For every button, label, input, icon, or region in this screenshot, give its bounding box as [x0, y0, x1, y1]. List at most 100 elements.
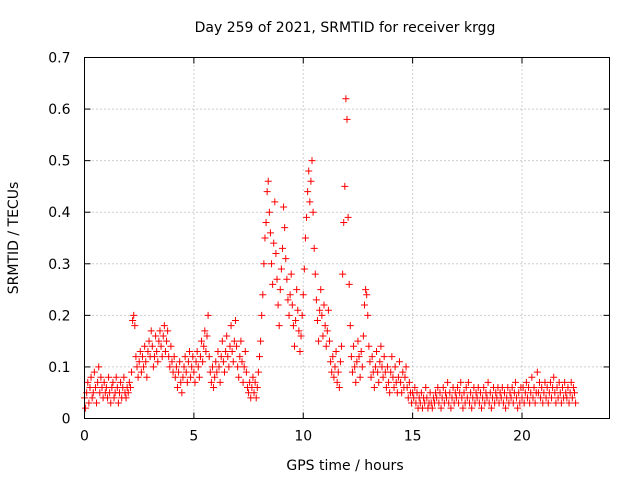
data-point: [100, 378, 108, 386]
data-point: [110, 394, 118, 402]
y-tick-label: 0.7: [48, 51, 70, 67]
data-point: [276, 286, 284, 294]
data-point: [268, 260, 276, 268]
data-point: [178, 389, 186, 397]
data-point: [218, 337, 226, 345]
data-point: [208, 363, 216, 371]
data-point: [216, 378, 224, 386]
data-point: [514, 404, 522, 412]
data-point: [170, 353, 178, 361]
data-point: [270, 239, 278, 247]
data-point: [164, 327, 172, 335]
data-point: [134, 373, 142, 381]
data-point: [300, 265, 308, 273]
data-point: [234, 363, 242, 371]
data-point: [151, 353, 158, 361]
data-point: [230, 337, 238, 345]
data-point: [403, 384, 411, 392]
data-point: [109, 378, 117, 386]
data-point: [399, 368, 407, 376]
data-point: [180, 363, 188, 371]
x-tick-labels: 0 5 10 15 20: [80, 429, 531, 445]
data-point: [322, 342, 330, 350]
data-point: [565, 399, 573, 407]
data-point: [231, 317, 239, 325]
data-point: [367, 373, 375, 381]
data-point: [259, 291, 267, 299]
data-point: [120, 373, 128, 381]
data-point: [284, 296, 292, 304]
data-point: [171, 373, 179, 381]
data-point: [147, 327, 155, 335]
data-point: [228, 347, 236, 355]
data-point: [143, 373, 151, 381]
data-point: [285, 311, 293, 319]
data-point: [318, 311, 326, 319]
data-point: [308, 157, 316, 165]
data-point: [484, 378, 492, 386]
data-point: [385, 378, 393, 386]
data-point: [253, 384, 261, 392]
data-point: [380, 353, 388, 361]
data-point: [154, 358, 162, 366]
data-point: [152, 332, 160, 340]
data-point: [122, 394, 130, 402]
data-point: [396, 358, 403, 366]
data-point: [196, 353, 204, 361]
data-point: [214, 347, 222, 355]
data-point: [327, 358, 335, 366]
plot-frame: [84, 57, 610, 419]
data-point: [157, 342, 165, 350]
data-point: [557, 399, 565, 407]
data-point: [206, 368, 214, 376]
data-point: [344, 213, 352, 221]
data-point: [561, 378, 569, 386]
data-point: [239, 378, 247, 386]
data-point: [394, 373, 402, 381]
data-point: [129, 317, 137, 325]
data-point: [287, 270, 295, 278]
data-point: [444, 378, 452, 386]
data-point: [160, 322, 168, 330]
data-point: [478, 404, 486, 412]
data-point: [212, 358, 220, 366]
x-tick-label: 15: [404, 429, 422, 445]
data-point: [179, 373, 187, 381]
data-point: [341, 182, 349, 190]
data-point: [428, 404, 436, 412]
data-points: [81, 95, 580, 412]
data-point: [211, 373, 219, 381]
data-point: [103, 394, 111, 402]
data-point: [222, 347, 230, 355]
data-point: [352, 378, 360, 386]
data-point: [271, 198, 279, 206]
data-point: [546, 378, 554, 386]
data-point: [277, 265, 285, 273]
data-point: [254, 368, 262, 376]
y-tick-label: 0: [62, 412, 71, 428]
y-tick-label: 0.2: [48, 308, 70, 324]
data-point: [383, 363, 391, 371]
x-tick-label: 0: [80, 429, 89, 445]
data-point: [193, 347, 201, 355]
data-point: [266, 229, 274, 237]
data-point: [306, 198, 314, 206]
data-point: [286, 291, 294, 299]
data-point: [138, 353, 146, 361]
data-point: [455, 399, 463, 407]
data-point: [188, 363, 196, 371]
data-point: [332, 347, 340, 355]
data-point: [182, 368, 190, 376]
data-point: [261, 234, 269, 242]
data-point: [304, 188, 312, 196]
data-point: [88, 394, 96, 402]
data-point: [155, 337, 163, 345]
data-point: [311, 270, 319, 278]
data-point: [195, 373, 203, 381]
data-point: [342, 95, 350, 103]
data-point: [371, 363, 379, 371]
data-point: [153, 347, 161, 355]
data-point: [186, 347, 193, 355]
data-point: [528, 373, 536, 381]
